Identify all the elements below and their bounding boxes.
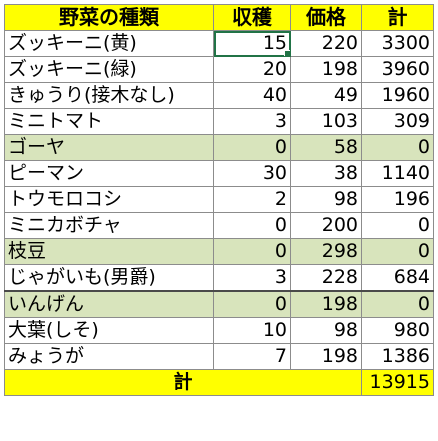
cell-vegetable-name[interactable]: ミニカボチャ (4, 212, 214, 239)
cell-harvest-qty[interactable]: 0 (213, 290, 291, 318)
cell-vegetable-name[interactable]: 枝豆 (4, 238, 214, 265)
cell-price[interactable]: 38 (290, 160, 362, 187)
cell-price[interactable]: 198 (290, 290, 362, 318)
vegetable-harvest-table: 野菜の種類 収穫 価格 計 ズッキーニ(黄) 15 220 3300 ズッキーニ(緑) 2… (4, 4, 434, 396)
cell-price[interactable]: 228 (290, 264, 362, 292)
cell-price[interactable]: 200 (290, 212, 362, 239)
table-row: トウモロコシ 2 98 196 (4, 186, 434, 213)
cell-price[interactable]: 58 (290, 134, 362, 161)
cell-row-total[interactable]: 1386 (361, 343, 434, 370)
cell-harvest-qty[interactable]: 3 (213, 264, 291, 292)
header-cell-name[interactable]: 野菜の種類 (4, 4, 214, 31)
cell-vegetable-name[interactable]: ミニトマト (4, 108, 214, 135)
cell-row-total[interactable]: 196 (361, 186, 434, 213)
table-row: ゴーヤ 0 58 0 (4, 134, 434, 161)
cell-harvest-qty[interactable]: 30 (213, 160, 291, 187)
header-cell-price[interactable]: 価格 (290, 4, 362, 31)
cell-vegetable-name[interactable]: 大葉(しそ) (4, 317, 214, 344)
cell-harvest-qty[interactable]: 20 (213, 56, 291, 83)
header-cell-total[interactable]: 計 (361, 4, 434, 31)
cell-row-total[interactable]: 3300 (361, 30, 434, 57)
cell-price[interactable]: 98 (290, 186, 362, 213)
cell-row-total[interactable]: 0 (361, 212, 434, 239)
table-row: ズッキーニ(黄) 15 220 3300 (4, 30, 434, 57)
cell-price[interactable]: 49 (290, 82, 362, 109)
table-row: みょうが 7 198 1386 (4, 343, 434, 370)
header-cell-qty[interactable]: 収穫 (213, 4, 291, 31)
table-row: ミニトマト 3 103 309 (4, 108, 434, 135)
selected-cell[interactable]: 15 (213, 30, 291, 57)
cell-vegetable-name[interactable]: トウモロコシ (4, 186, 214, 213)
table-row: ピーマン 30 38 1140 (4, 160, 434, 187)
cell-harvest-qty[interactable]: 0 (213, 134, 291, 161)
cell-harvest-qty[interactable]: 10 (213, 317, 291, 344)
cell-vegetable-name[interactable]: ズッキーニ(緑) (4, 56, 214, 83)
fill-handle[interactable] (284, 50, 290, 56)
spreadsheet: 野菜の種類 収穫 価格 計 ズッキーニ(黄) 15 220 3300 ズッキーニ(緑) 2… (4, 4, 434, 396)
cell-price[interactable]: 220 (290, 30, 362, 57)
cell-harvest-qty[interactable]: 0 (213, 212, 291, 239)
cell-vegetable-name[interactable]: みょうが (4, 343, 214, 370)
cell-row-total[interactable]: 1140 (361, 160, 434, 187)
cell-harvest-qty[interactable]: 2 (213, 186, 291, 213)
cell-row-total[interactable]: 0 (361, 238, 434, 265)
table-row: いんげん 0 198 0 (4, 290, 434, 318)
table-row: ミニカボチャ 0 200 0 (4, 212, 434, 239)
total-row: 計 13915 (4, 369, 434, 396)
total-label-cell[interactable]: 計 (4, 369, 362, 396)
cell-vegetable-name[interactable]: ズッキーニ(黄) (4, 30, 214, 57)
cell-vegetable-name[interactable]: じゃがいも(男爵) (4, 264, 214, 292)
cell-row-total[interactable]: 980 (361, 317, 434, 344)
cell-row-total[interactable]: 1960 (361, 82, 434, 109)
cell-harvest-qty[interactable]: 0 (213, 238, 291, 265)
cell-price[interactable]: 198 (290, 343, 362, 370)
cell-price[interactable]: 198 (290, 56, 362, 83)
table-row: ズッキーニ(緑) 20 198 3960 (4, 56, 434, 83)
table-row: 大葉(しそ) 10 98 980 (4, 317, 434, 344)
cell-vegetable-name[interactable]: ゴーヤ (4, 134, 214, 161)
cell-price[interactable]: 98 (290, 317, 362, 344)
cell-vegetable-name[interactable]: ピーマン (4, 160, 214, 187)
table-row: 枝豆 0 298 0 (4, 238, 434, 265)
cell-price[interactable]: 103 (290, 108, 362, 135)
table-row: じゃがいも(男爵) 3 228 684 (4, 264, 434, 292)
cell-harvest-qty[interactable]: 7 (213, 343, 291, 370)
table-row: きゅうり(接木なし) 40 49 1960 (4, 82, 434, 109)
cell-row-total[interactable]: 3960 (361, 56, 434, 83)
grand-total-cell[interactable]: 13915 (361, 369, 434, 396)
header-row: 野菜の種類 収穫 価格 計 (4, 4, 434, 31)
cell-vegetable-name[interactable]: いんげん (4, 290, 214, 318)
cell-harvest-qty[interactable]: 40 (213, 82, 291, 109)
cell-row-total[interactable]: 0 (361, 290, 434, 318)
cell-vegetable-name[interactable]: きゅうり(接木なし) (4, 82, 214, 109)
cell-harvest-qty[interactable]: 3 (213, 108, 291, 135)
cell-row-total[interactable]: 309 (361, 108, 434, 135)
cell-row-total[interactable]: 0 (361, 134, 434, 161)
cell-price[interactable]: 298 (290, 238, 362, 265)
cell-row-total[interactable]: 684 (361, 264, 434, 292)
